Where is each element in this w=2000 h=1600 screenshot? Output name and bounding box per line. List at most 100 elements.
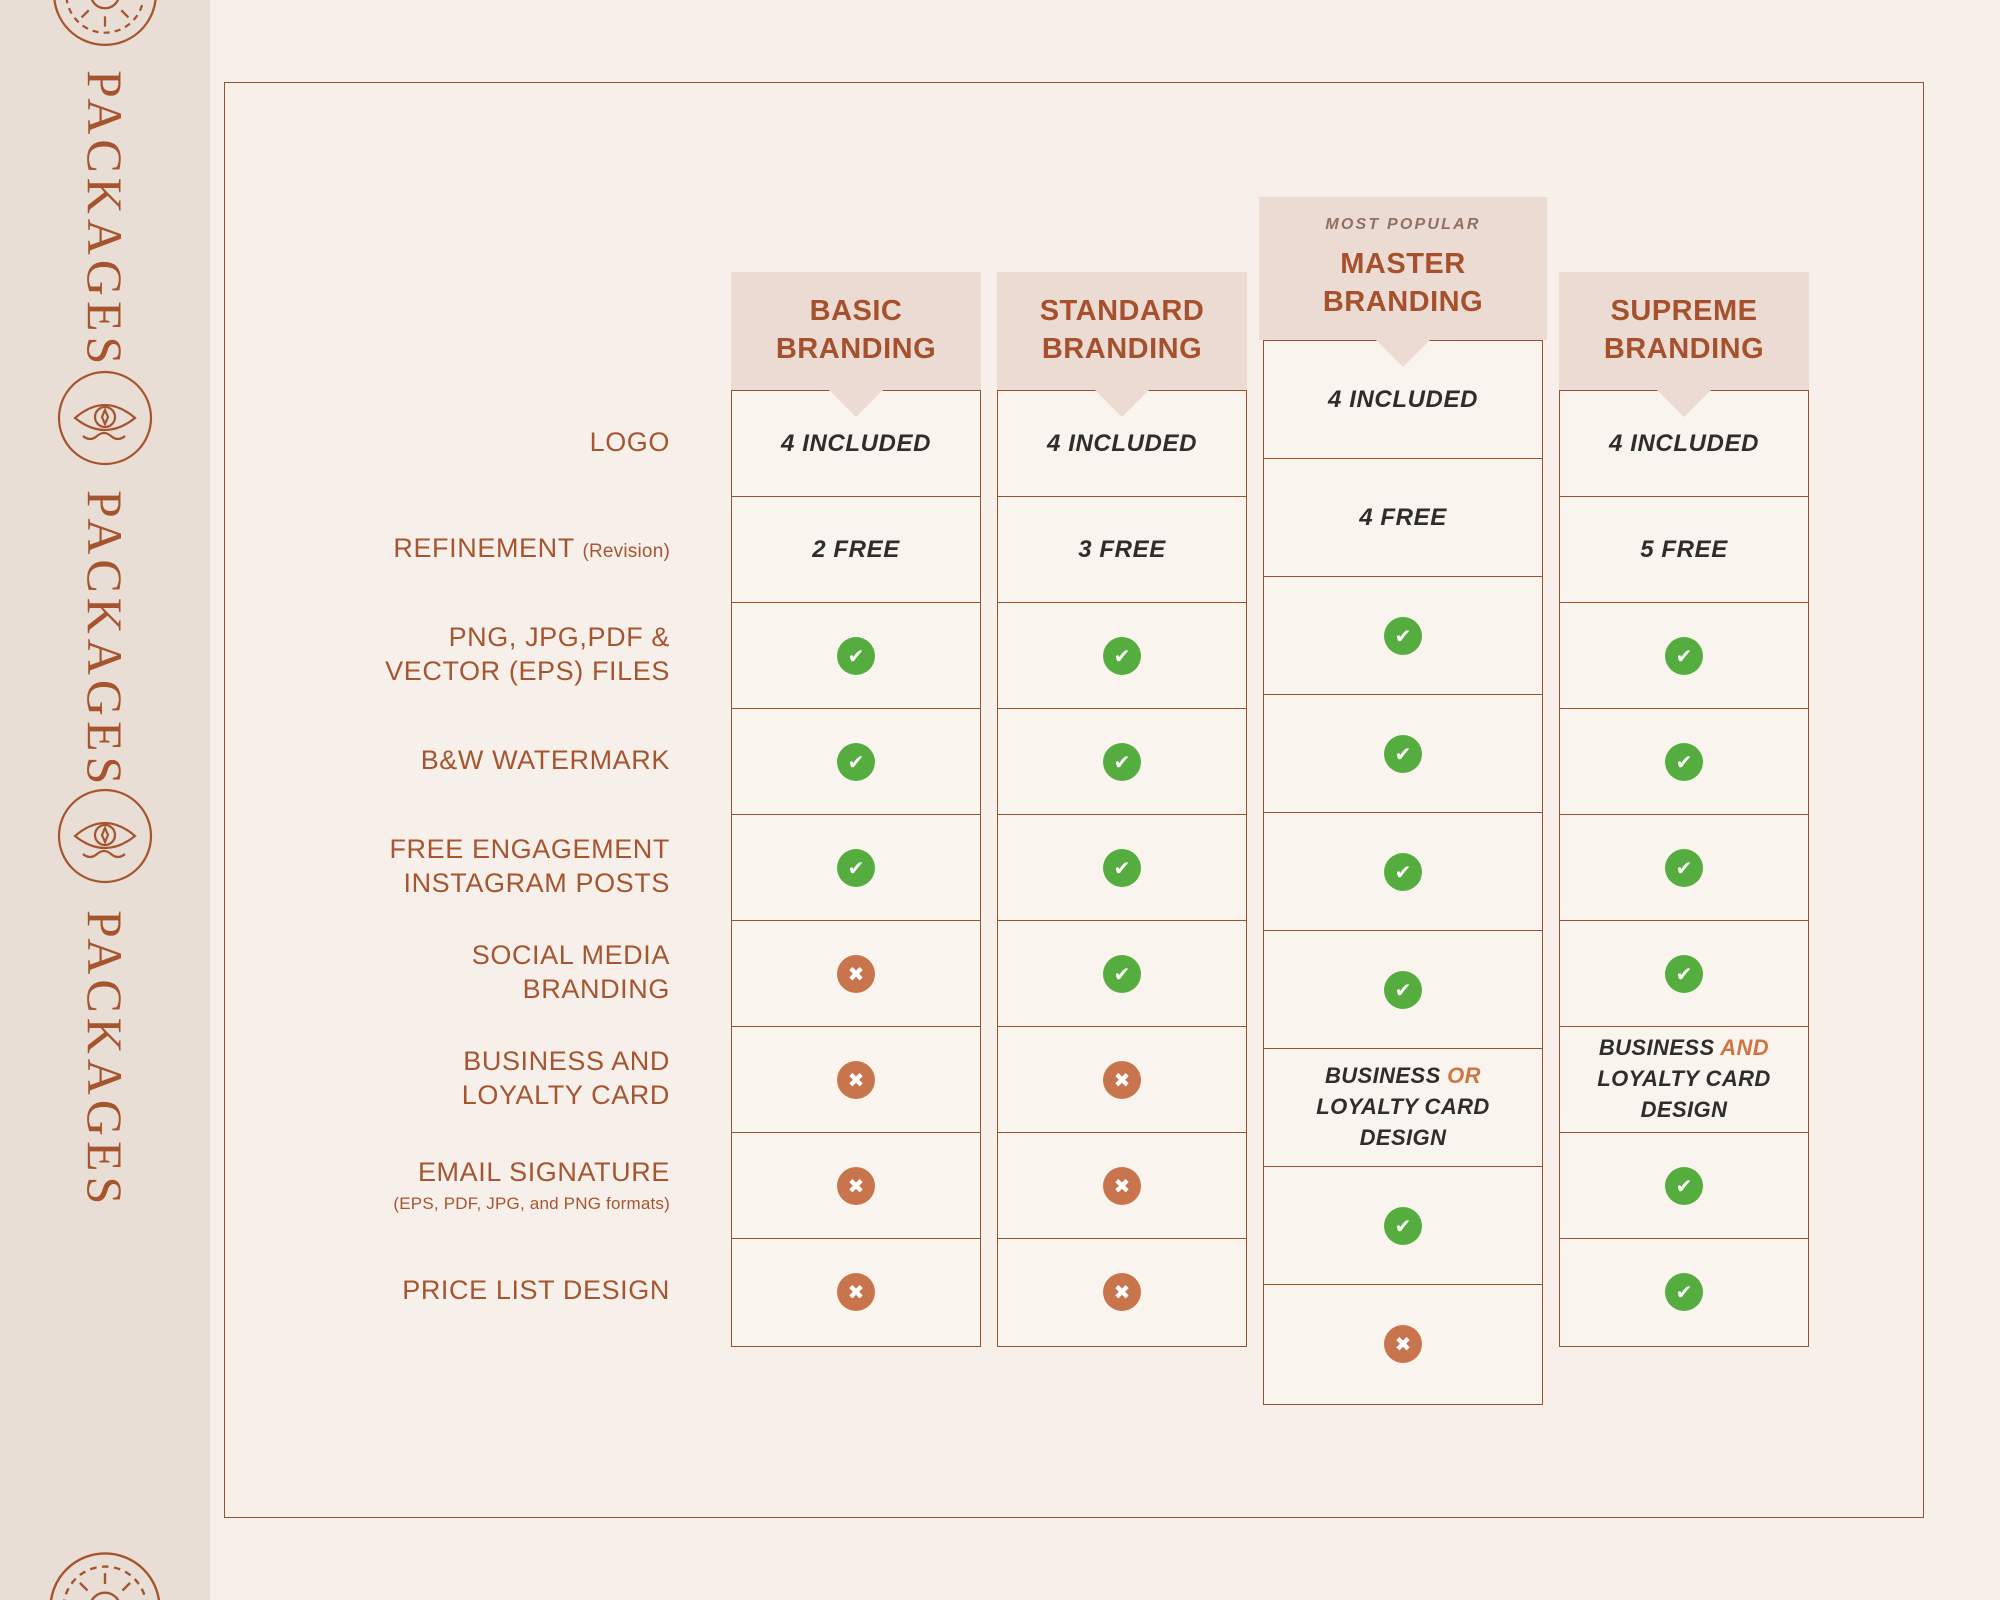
table-cell: ✔ (1560, 1133, 1808, 1239)
table-cell: ✖ (1264, 1285, 1542, 1403)
cross-icon: ✖ (1103, 1166, 1141, 1205)
table-cell: ✔ (732, 709, 980, 815)
row-label-email-signature: EMAIL SIGNATURE (EPS, PDF, JPG, and PNG … (393, 1156, 670, 1214)
check-icon: ✔ (1384, 852, 1422, 891)
table-cell: BUSINESS OR LOYALTY CARD DESIGN (1264, 1049, 1542, 1167)
table-cell: ✖ (732, 921, 980, 1027)
cell-value: 5 FREE (1640, 535, 1728, 563)
table-cell: ✔ (1264, 813, 1542, 931)
column-body: 4 INCLUDED 3 FREE ✔ ✔ ✔ ✔ ✖ ✖ ✖ (997, 390, 1247, 1347)
header-notch (1657, 390, 1711, 417)
cross-icon: ✖ (837, 1060, 875, 1099)
eye-icon (57, 370, 153, 466)
row-label-social-media-branding: SOCIAL MEDIA BRANDING (471, 940, 670, 1004)
table-cell: ✔ (1264, 577, 1542, 695)
cell-value: 2 FREE (812, 535, 900, 563)
check-icon: ✔ (1103, 742, 1141, 781)
table-cell: ✖ (998, 1027, 1246, 1133)
table-cell: ✔ (998, 815, 1246, 921)
table-cell: ✔ (1560, 921, 1808, 1027)
check-icon: ✔ (1384, 1206, 1422, 1245)
column-title: SUPREME BRANDING (1603, 295, 1765, 365)
column-body: 4 INCLUDED 5 FREE ✔ ✔ ✔ ✔ BUSINESS AND L… (1559, 390, 1809, 1347)
cross-icon: ✖ (837, 1273, 875, 1311)
row-label-refinement: REFINEMENT (Revision) (330, 496, 670, 602)
cross-icon: ✖ (1384, 1325, 1422, 1363)
check-icon: ✔ (1384, 616, 1422, 655)
column-header: STANDARD BRANDING (997, 272, 1247, 417)
highlight-word: OR (1447, 1063, 1481, 1089)
table-cell: ✔ (1264, 695, 1542, 813)
table-cell: ✖ (732, 1027, 980, 1133)
column-title: BASIC BRANDING (775, 295, 937, 365)
table-cell: ✔ (1560, 603, 1808, 709)
header-notch (1376, 340, 1430, 367)
check-icon: ✔ (1665, 848, 1703, 887)
column-body: 4 INCLUDED 2 FREE ✔ ✔ ✔ ✖ ✖ ✖ ✖ (731, 390, 981, 1347)
table-cell: ✔ (1560, 815, 1808, 921)
check-icon: ✔ (837, 848, 875, 887)
table-cell: ✔ (1264, 1167, 1542, 1285)
table-cell: 5 FREE (1560, 497, 1808, 603)
row-label-note: (Revision) (582, 541, 670, 563)
cell-value: 4 FREE (1359, 503, 1447, 531)
table-cell: 2 FREE (732, 497, 980, 603)
check-icon: ✔ (1384, 734, 1422, 773)
table-cell: 4 INCLUDED (732, 391, 980, 497)
cell-value: 4 INCLUDED (1327, 385, 1478, 413)
column-header: SUPREME BRANDING (1559, 272, 1809, 417)
column-standard-branding: STANDARD BRANDING 4 INCLUDED 3 FREE ✔ ✔ … (997, 0, 1247, 1600)
cell-value: 4 INCLUDED (1608, 429, 1759, 457)
cross-icon: ✖ (837, 1166, 875, 1205)
table-cell: ✔ (1264, 931, 1542, 1049)
row-label-note: (EPS, PDF, JPG, and PNG formats) (393, 1194, 670, 1214)
cell-value: 4 INCLUDED (780, 429, 931, 457)
sidebar-vertical-label: PACKAGES (77, 490, 133, 790)
cell-value: 4 INCLUDED (1046, 429, 1197, 457)
most-popular-badge: MOST POPULAR (1325, 215, 1481, 233)
row-labels: LOGO REFINEMENT (Revision) PNG, JPG,PDF … (330, 390, 670, 1344)
table-cell: 4 FREE (1264, 459, 1542, 577)
sidebar-vertical-label: PACKAGES (77, 70, 133, 370)
column-title: MASTER BRANDING (1322, 247, 1484, 318)
check-icon: ✔ (1665, 742, 1703, 781)
cross-icon: ✖ (1103, 1273, 1141, 1311)
table-cell: ✖ (998, 1133, 1246, 1239)
table-cell: ✖ (732, 1239, 980, 1345)
cross-icon: ✖ (837, 954, 875, 993)
cell-value-rich: BUSINESS OR LOYALTY CARD DESIGN (1316, 1063, 1490, 1150)
header-notch (1095, 390, 1149, 417)
eye-icon (57, 788, 153, 884)
check-icon: ✔ (837, 742, 875, 781)
column-basic-branding: BASIC BRANDING 4 INCLUDED 2 FREE ✔ ✔ ✔ ✖… (731, 0, 981, 1600)
check-icon: ✔ (1665, 1166, 1703, 1205)
column-supreme-branding: SUPREME BRANDING 4 INCLUDED 5 FREE ✔ ✔ ✔… (1559, 0, 1809, 1600)
table-cell: ✔ (998, 921, 1246, 1027)
table-cell: ✖ (732, 1133, 980, 1239)
table-cell: 3 FREE (998, 497, 1246, 603)
sidebar: PACKAGES PACKAGES PACKAGES (0, 0, 210, 1600)
cell-value: 3 FREE (1078, 535, 1166, 563)
column-title: STANDARD BRANDING (1039, 295, 1205, 365)
cell-value-rich: BUSINESS AND LOYALTY CARD DESIGN (1597, 1035, 1771, 1122)
column-body: 4 INCLUDED 4 FREE ✔ ✔ ✔ ✔ BUSINESS OR LO… (1263, 340, 1543, 1405)
check-icon: ✔ (1103, 954, 1141, 993)
row-label-price-list: PRICE LIST DESIGN (402, 1275, 670, 1306)
table-cell: 4 INCLUDED (998, 391, 1246, 497)
cross-icon: ✖ (1103, 1060, 1141, 1099)
check-icon: ✔ (837, 636, 875, 675)
table-cell: BUSINESS AND LOYALTY CARD DESIGN (1560, 1027, 1808, 1133)
column-header: MOST POPULAR MASTER BRANDING (1259, 197, 1547, 367)
table-cell: 4 INCLUDED (1264, 341, 1542, 459)
row-label-bw-watermark: B&W WATERMARK (420, 745, 670, 776)
sidebar-vertical-label: PACKAGES (77, 910, 133, 1210)
table-cell: ✔ (998, 603, 1246, 709)
table-cell: ✔ (998, 709, 1246, 815)
table-cell: ✔ (1560, 709, 1808, 815)
row-label-logo: LOGO (589, 427, 670, 458)
row-label-business-loyalty-card: BUSINESS AND LOYALTY CARD (461, 1046, 670, 1110)
check-icon: ✔ (1103, 848, 1141, 887)
check-icon: ✔ (1103, 636, 1141, 675)
sun-ornament-icon (49, 1552, 161, 1600)
check-icon: ✔ (1665, 954, 1703, 993)
